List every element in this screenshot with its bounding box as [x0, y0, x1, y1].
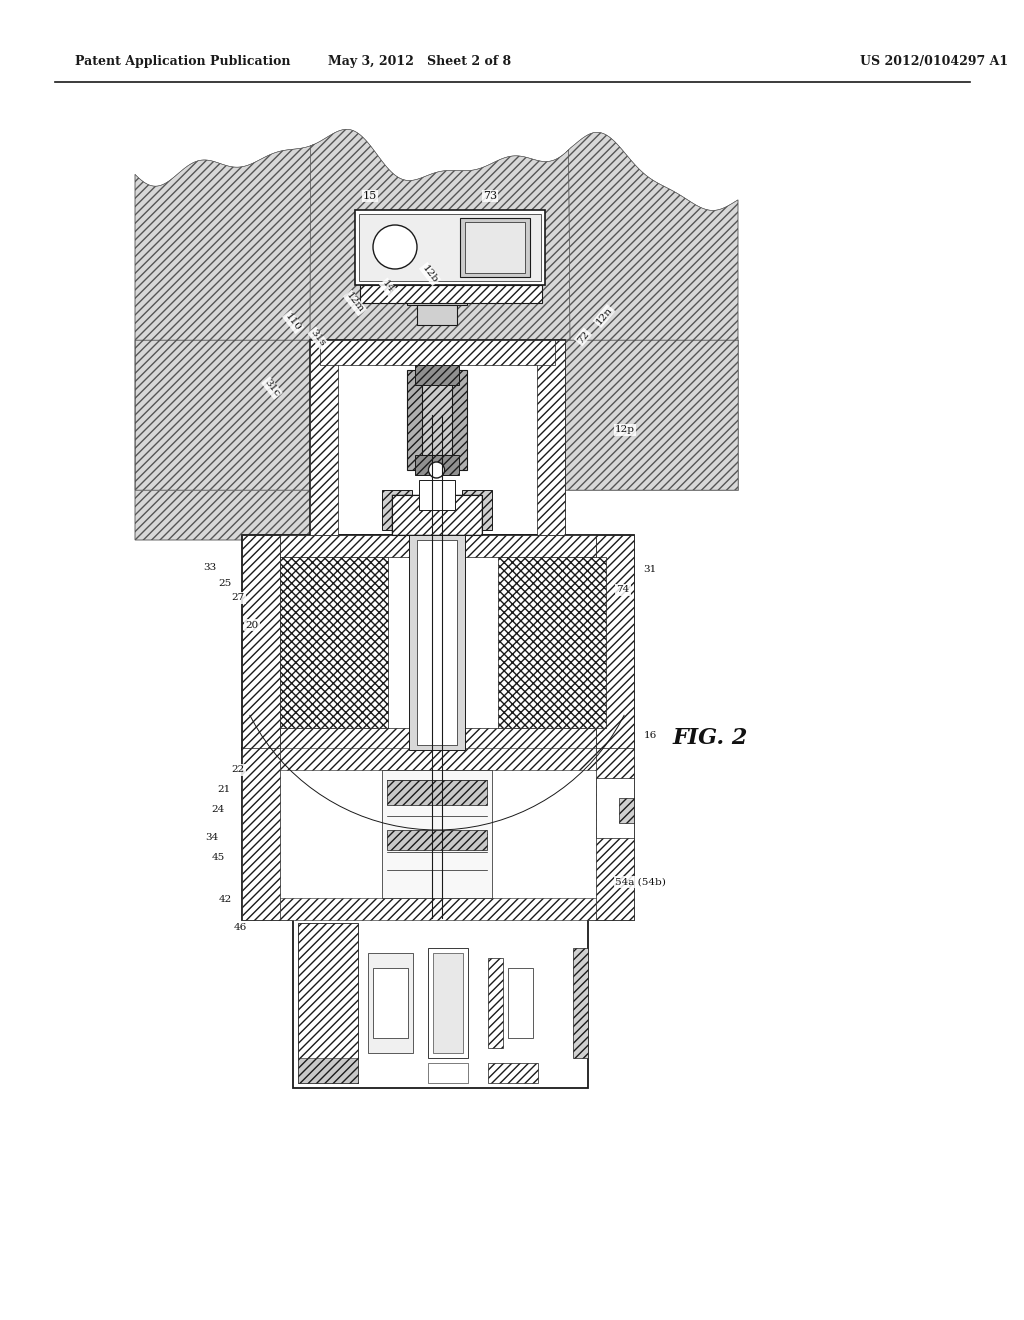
Bar	[386, 830, 486, 850]
Text: 15: 15	[362, 191, 377, 201]
Bar	[242, 535, 634, 750]
Bar	[415, 455, 459, 475]
Bar	[419, 480, 455, 510]
Text: 31c: 31c	[262, 378, 282, 399]
Bar	[596, 535, 634, 750]
Bar	[433, 953, 463, 1053]
Text: 74: 74	[616, 586, 630, 594]
Text: 16: 16	[643, 730, 656, 739]
Bar	[280, 535, 596, 557]
Bar	[422, 375, 452, 455]
Text: FIG. 2: FIG. 2	[673, 727, 749, 748]
Polygon shape	[565, 132, 738, 490]
Text: 25: 25	[218, 578, 231, 587]
Polygon shape	[135, 341, 315, 490]
Text: 31: 31	[643, 565, 656, 574]
Text: 12p: 12p	[615, 425, 635, 434]
Bar	[537, 341, 565, 535]
Bar	[460, 218, 530, 277]
Bar	[596, 777, 634, 838]
Text: 12b: 12b	[420, 264, 439, 285]
Text: 46: 46	[233, 924, 247, 932]
Bar	[415, 366, 459, 385]
Bar	[319, 341, 555, 366]
Text: 42: 42	[218, 895, 231, 904]
Bar	[242, 748, 280, 920]
Bar	[242, 748, 634, 920]
Bar	[360, 285, 542, 304]
Bar	[391, 495, 481, 535]
Bar	[298, 1059, 358, 1082]
Bar	[417, 305, 457, 325]
Bar	[428, 948, 468, 1059]
Text: 110: 110	[284, 312, 303, 333]
Bar	[382, 770, 492, 898]
Bar	[310, 341, 338, 535]
Text: 14: 14	[380, 279, 395, 294]
Text: 45: 45	[211, 854, 224, 862]
Bar	[368, 953, 413, 1053]
Bar	[298, 923, 358, 1082]
Bar	[382, 490, 412, 531]
Bar	[391, 495, 481, 535]
Text: US 2012/0104297 A1: US 2012/0104297 A1	[860, 55, 1008, 69]
Text: 31s: 31s	[308, 327, 328, 348]
Bar	[355, 210, 545, 285]
Text: 33: 33	[204, 564, 217, 573]
Bar	[310, 341, 565, 535]
Text: 72: 72	[575, 329, 591, 345]
Text: May 3, 2012   Sheet 2 of 8: May 3, 2012 Sheet 2 of 8	[329, 55, 512, 69]
Bar	[407, 285, 467, 305]
Bar	[462, 490, 492, 531]
Bar	[618, 799, 634, 822]
Bar	[359, 214, 541, 281]
Bar	[280, 557, 388, 729]
Polygon shape	[310, 129, 570, 341]
Circle shape	[428, 462, 444, 478]
Text: 27: 27	[231, 594, 245, 602]
Bar	[596, 748, 634, 920]
Bar	[498, 557, 606, 729]
Text: 34: 34	[206, 833, 219, 842]
Polygon shape	[135, 144, 315, 540]
Text: 12n: 12n	[594, 305, 613, 326]
Bar	[386, 780, 486, 805]
Bar	[465, 222, 525, 273]
Bar	[488, 1063, 538, 1082]
Text: 21: 21	[217, 785, 230, 795]
Bar	[409, 535, 465, 750]
Bar	[280, 748, 596, 770]
Text: 73: 73	[483, 191, 497, 201]
Bar	[407, 370, 467, 470]
Bar	[417, 540, 457, 744]
Text: 22: 22	[231, 766, 245, 775]
Text: 12m: 12m	[344, 292, 366, 315]
Bar	[508, 968, 534, 1038]
Text: Patent Application Publication: Patent Application Publication	[75, 55, 291, 69]
Bar	[428, 1063, 468, 1082]
Bar	[573, 948, 588, 1059]
Bar	[280, 898, 596, 920]
Bar	[488, 958, 503, 1048]
Text: 24: 24	[211, 805, 224, 814]
Polygon shape	[565, 341, 738, 490]
Bar	[242, 535, 280, 750]
Bar	[293, 917, 588, 1088]
Bar	[280, 729, 596, 750]
Text: 54a (54b): 54a (54b)	[614, 878, 666, 887]
Circle shape	[373, 224, 417, 269]
Bar	[373, 968, 408, 1038]
Text: 20: 20	[246, 620, 259, 630]
